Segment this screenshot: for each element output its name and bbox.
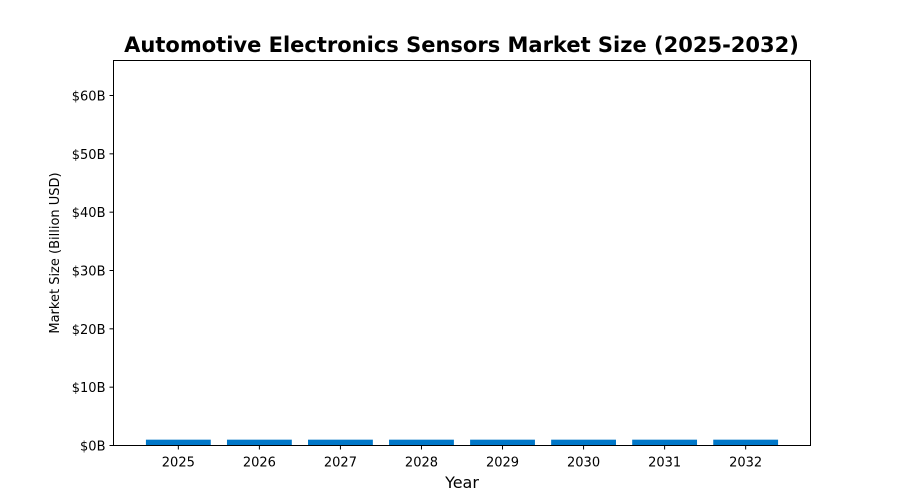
bar-2025 <box>145 439 211 446</box>
x-tick-label-2031: 2031 <box>648 456 681 471</box>
bar-2031 <box>632 439 698 446</box>
bar-2029 <box>470 439 535 446</box>
y-tick-label-20: $20B <box>72 323 106 338</box>
y-tick-label-50: $50B <box>72 148 106 163</box>
plot-frame <box>113 60 811 446</box>
x-tick-label-2026: 2026 <box>243 456 276 471</box>
y-axis: $0B $10B $20B $30B $40B $50B $60B <box>72 90 114 455</box>
y-tick-label-10: $10B <box>72 381 106 396</box>
x-tick-label-2025: 2025 <box>162 456 195 471</box>
x-tick-label-2027: 2027 <box>324 456 357 471</box>
x-tick-label-2030: 2030 <box>567 456 600 471</box>
bar-2030 <box>551 439 616 446</box>
y-tick-label-40: $40B <box>72 206 106 221</box>
bars-layer <box>145 439 779 446</box>
y-tick-label-60: $60B <box>72 90 106 105</box>
x-axis: 2025 2026 2027 2028 2029 2030 2031 2032 <box>162 445 762 471</box>
x-tick-label-2028: 2028 <box>405 456 438 471</box>
y-tick-label-0: $0B <box>80 440 105 455</box>
x-tick-label-2032: 2032 <box>729 456 762 471</box>
y-tick-label-30: $30B <box>72 265 106 280</box>
x-axis-label: Year <box>444 473 479 492</box>
x-tick-label-2029: 2029 <box>486 456 519 471</box>
bar-2032 <box>713 439 779 446</box>
bar-2027 <box>308 439 373 446</box>
chart-title: Automotive Electronics Sensors Market Si… <box>124 33 799 57</box>
y-axis-label: Market Size (Billion USD) <box>48 172 63 333</box>
bar-2026 <box>226 439 292 446</box>
bar-2028 <box>389 439 454 446</box>
